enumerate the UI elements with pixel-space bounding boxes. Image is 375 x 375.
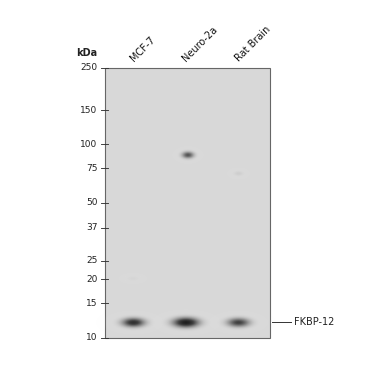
Text: 150: 150 — [80, 106, 98, 115]
Text: kDa: kDa — [76, 48, 98, 57]
Text: 37: 37 — [86, 223, 98, 232]
Text: 10: 10 — [86, 333, 98, 342]
Text: 250: 250 — [80, 63, 98, 72]
Text: 50: 50 — [86, 198, 98, 207]
Text: 15: 15 — [86, 299, 98, 308]
Text: Rat Brain: Rat Brain — [233, 25, 272, 64]
Text: FKBP-12: FKBP-12 — [294, 317, 334, 327]
Bar — [105, 68, 270, 338]
Text: 75: 75 — [86, 164, 98, 173]
Text: 20: 20 — [86, 275, 98, 284]
Text: MCF-7: MCF-7 — [128, 35, 157, 64]
Text: 100: 100 — [80, 140, 98, 149]
Text: 25: 25 — [86, 256, 98, 265]
Text: Neuro-2a: Neuro-2a — [180, 25, 219, 64]
